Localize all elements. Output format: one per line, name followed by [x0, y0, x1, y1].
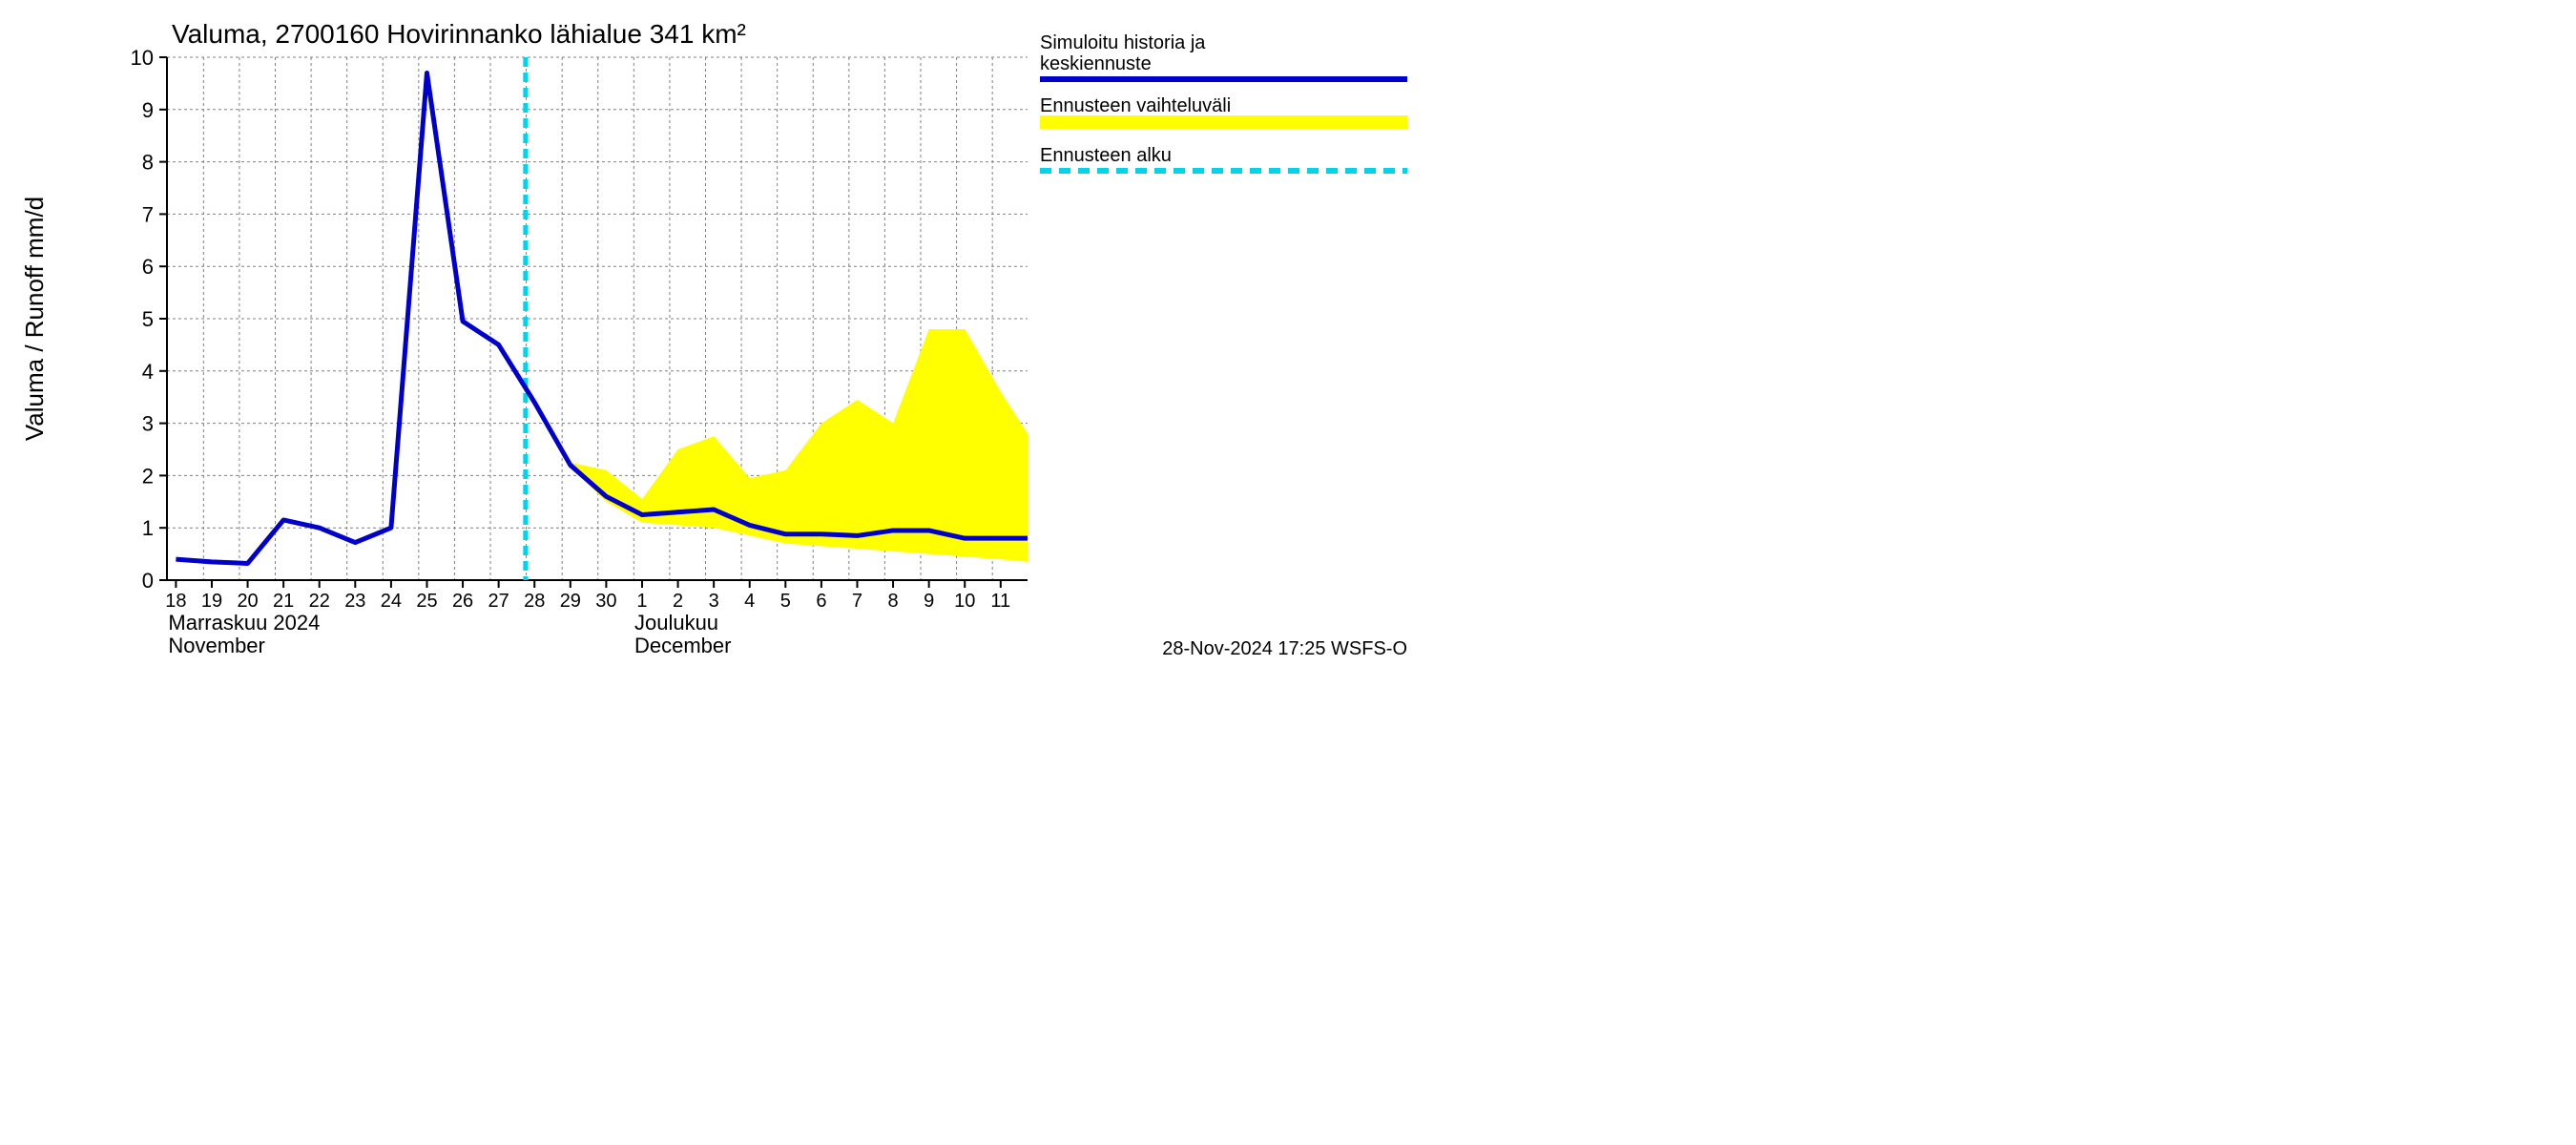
x-tick-label: 4 [744, 591, 755, 612]
x-tick-label: 30 [595, 591, 616, 612]
x-tick-label: 1 [636, 591, 647, 612]
month-label: December [634, 634, 731, 657]
chart-title: Valuma, 2700160 Hovirinnanko lähialue 34… [172, 19, 746, 49]
y-tick-label: 0 [142, 569, 154, 593]
x-tick-label: 2 [673, 591, 683, 612]
y-tick-label: 6 [142, 255, 154, 279]
y-tick-label: 4 [142, 360, 154, 384]
chart-footer: 28-Nov-2024 17:25 WSFS-O [1162, 638, 1407, 659]
month-label: Joulukuu [634, 611, 718, 635]
legend-label: Ennusteen alku [1040, 145, 1172, 166]
x-tick-label: 8 [888, 591, 899, 612]
y-axis-label: Valuma / Runoff mm/d [20, 197, 49, 441]
month-label: Marraskuu 2024 [168, 611, 320, 635]
x-tick-label: 27 [488, 591, 509, 612]
month-label: November [168, 634, 264, 657]
y-tick-label: 10 [131, 46, 154, 70]
x-tick-label: 5 [780, 591, 791, 612]
y-tick-label: 2 [142, 464, 154, 488]
y-tick-label: 5 [142, 307, 154, 331]
legend-label: keskiennuste [1040, 53, 1152, 74]
x-tick-label: 10 [954, 591, 975, 612]
x-tick-label: 18 [165, 591, 186, 612]
x-tick-label: 3 [709, 591, 719, 612]
legend-label: Simuloitu historia ja [1040, 32, 1206, 53]
y-tick-label: 8 [142, 151, 154, 175]
x-tick-label: 28 [524, 591, 545, 612]
runoff-chart: 0123456789101819202122232425262728293012… [0, 0, 1431, 687]
y-tick-label: 7 [142, 202, 154, 226]
x-tick-label: 11 [990, 591, 1010, 612]
x-tick-label: 9 [924, 591, 934, 612]
chart-svg: 0123456789101819202122232425262728293012… [0, 0, 1431, 687]
x-tick-label: 22 [309, 591, 330, 612]
y-tick-label: 3 [142, 412, 154, 436]
x-tick-label: 20 [237, 591, 258, 612]
x-tick-label: 21 [273, 591, 294, 612]
x-tick-label: 7 [852, 591, 862, 612]
x-tick-label: 6 [816, 591, 826, 612]
legend-swatch [1040, 115, 1407, 129]
y-tick-label: 9 [142, 98, 154, 122]
x-tick-label: 25 [416, 591, 437, 612]
legend-label: Ennusteen vaihteluväli [1040, 95, 1231, 116]
x-tick-label: 29 [560, 591, 581, 612]
x-tick-label: 26 [452, 591, 473, 612]
x-tick-label: 24 [381, 591, 402, 612]
x-tick-label: 23 [344, 591, 365, 612]
x-tick-label: 19 [201, 591, 222, 612]
y-tick-label: 1 [142, 516, 154, 540]
